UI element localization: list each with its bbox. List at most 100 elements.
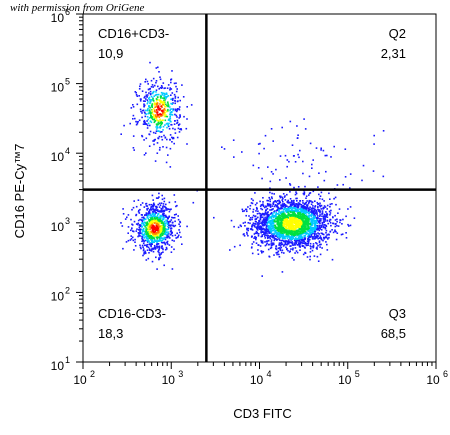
event-dot <box>142 248 145 250</box>
event-dot <box>176 110 178 113</box>
event-dot <box>260 207 262 210</box>
event-dot <box>171 99 174 101</box>
event-dot <box>267 166 269 168</box>
event-dot <box>148 228 150 231</box>
event-dot <box>302 226 304 228</box>
event-dot <box>156 231 158 234</box>
event-dot <box>158 126 161 128</box>
event-dot <box>157 85 159 88</box>
event-dot <box>274 204 277 206</box>
event-dot <box>287 202 289 204</box>
event-dot <box>269 191 271 194</box>
event-dot <box>160 211 163 213</box>
event-dot <box>290 238 293 240</box>
event-dot <box>164 124 166 126</box>
event-dot <box>259 216 262 219</box>
event-dot <box>286 219 289 221</box>
event-dot <box>157 93 160 96</box>
event-dot <box>281 235 283 237</box>
event-dot <box>173 82 176 85</box>
event-dot <box>268 232 270 234</box>
event-dot <box>160 115 162 117</box>
event-dot <box>157 123 159 126</box>
event-dot <box>132 239 135 242</box>
event-dot <box>156 113 159 116</box>
event-dot <box>145 222 147 224</box>
event-dot <box>159 86 162 89</box>
event-dot <box>154 246 156 248</box>
event-dot <box>161 114 164 116</box>
event-dot <box>160 115 163 117</box>
event-dot <box>263 213 265 215</box>
event-dot <box>303 207 306 209</box>
event-dot <box>154 138 156 141</box>
event-dot <box>163 231 165 233</box>
event-dot <box>264 244 267 247</box>
event-dot <box>147 101 149 103</box>
event-dot <box>320 208 322 210</box>
event-dot <box>129 239 132 241</box>
event-dot <box>152 250 155 253</box>
event-dot <box>156 247 158 249</box>
event-dot <box>255 226 257 229</box>
event-dot <box>155 226 158 228</box>
event-dot <box>349 224 352 227</box>
event-dot <box>331 258 334 261</box>
event-dot <box>251 235 253 238</box>
event-dot <box>159 118 161 121</box>
event-dot <box>296 200 298 202</box>
event-dot <box>293 238 296 240</box>
event-dot <box>311 212 313 214</box>
event-dot <box>292 237 294 239</box>
event-dot <box>160 217 162 220</box>
event-dot <box>146 80 149 83</box>
event-dot <box>317 244 319 247</box>
event-dot <box>152 221 155 224</box>
event-dot <box>286 159 289 161</box>
event-dot <box>153 118 156 121</box>
event-dot <box>300 209 303 211</box>
event-dot <box>159 254 161 257</box>
event-dot <box>256 223 258 225</box>
event-dot <box>311 163 313 166</box>
event-dot <box>169 147 172 150</box>
y-tick-exponent: 6 <box>65 7 70 17</box>
event-dot <box>160 122 162 125</box>
event-dot <box>161 131 163 133</box>
event-dot <box>326 208 328 210</box>
event-dot <box>163 107 166 110</box>
event-dot <box>135 123 138 126</box>
event-dot <box>259 205 262 207</box>
event-dot <box>164 243 167 246</box>
event-dot <box>137 223 139 226</box>
event-dot <box>173 214 176 216</box>
event-dot <box>252 224 254 227</box>
event-dot <box>158 113 160 116</box>
event-dot <box>169 89 171 91</box>
event-dot <box>160 247 163 249</box>
event-dot <box>284 199 287 201</box>
event-dot <box>294 214 296 217</box>
event-dot <box>158 99 160 101</box>
event-dot <box>156 105 159 107</box>
event-dot <box>192 201 195 204</box>
event-dot <box>287 240 290 243</box>
event-dot <box>153 102 156 105</box>
event-dot <box>278 201 281 203</box>
event-dot <box>151 217 153 220</box>
event-dot <box>156 238 158 240</box>
event-dot <box>306 221 309 223</box>
event-dot <box>157 213 159 215</box>
event-dot <box>280 232 282 234</box>
event-dot <box>270 209 273 211</box>
event-dot <box>303 209 305 212</box>
event-dot <box>313 228 316 231</box>
event-dot <box>291 207 294 209</box>
event-dot <box>166 87 169 89</box>
event-dot <box>260 239 262 242</box>
event-dot <box>281 224 283 227</box>
event-dot <box>282 197 284 200</box>
event-dot <box>137 199 140 201</box>
event-dot <box>249 204 252 207</box>
